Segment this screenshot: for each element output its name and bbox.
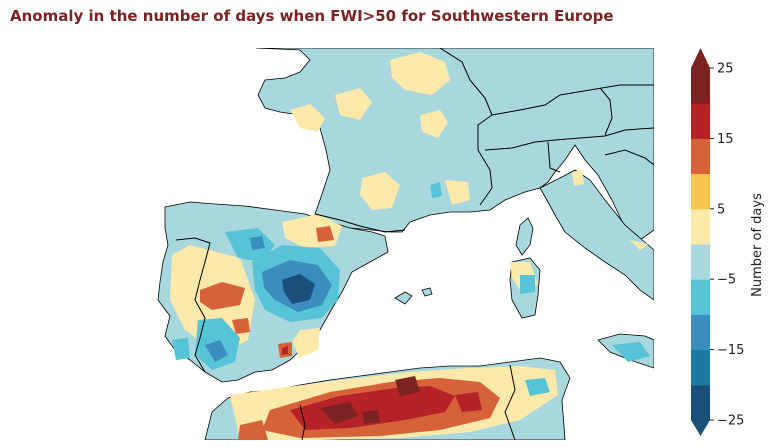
land-corsica [515, 217, 534, 256]
colorbar-tick-label: −5 [717, 273, 736, 288]
map-title: Anomaly in the number of days when FWI>5… [10, 7, 614, 25]
colorbar-tick-label: 15 [717, 132, 734, 147]
colorbar-segment [691, 384, 710, 421]
colorbar-extend-low [691, 420, 710, 436]
colorbar-tick-label: 25 [717, 62, 734, 77]
colorbar-segment [691, 138, 710, 175]
colorbar-extend-high [691, 48, 710, 68]
colorbar-segment [691, 208, 710, 245]
country-borders [175, 48, 654, 440]
land-balearics [394, 287, 433, 305]
colorbar-tick-label: 5 [717, 202, 725, 217]
colorbar-segment [691, 349, 710, 386]
colorbar-segment [691, 244, 710, 280]
colorbar-segment [691, 103, 710, 139]
colorbar: 25 15 5 −5 −15 −25 [691, 48, 744, 436]
land-italy [539, 169, 654, 301]
colorbar-segment [691, 68, 710, 104]
colorbar-tick-label: −25 [717, 414, 744, 429]
colorbar-tick-label: −15 [717, 343, 744, 358]
colorbar-segment [691, 279, 710, 315]
colorbar-label: Number of days [750, 193, 765, 297]
anomaly-positive-extreme [320, 376, 420, 424]
colorbar-segment [691, 314, 710, 351]
anomaly-negative-high [282, 274, 315, 304]
colorbar-segment [691, 173, 710, 210]
map-area [157, 48, 654, 440]
